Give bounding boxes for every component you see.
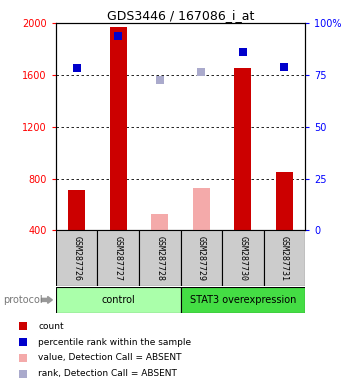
Bar <box>139 230 180 286</box>
Bar <box>97 230 139 286</box>
Bar <box>180 230 222 286</box>
Bar <box>222 230 264 286</box>
Text: GSM287729: GSM287729 <box>197 236 206 281</box>
Bar <box>56 287 180 313</box>
Point <box>157 77 162 83</box>
Text: GSM287726: GSM287726 <box>72 236 81 281</box>
Bar <box>152 214 168 230</box>
Point <box>199 69 204 75</box>
Text: GSM287730: GSM287730 <box>238 236 247 281</box>
Text: control: control <box>101 295 135 305</box>
Text: value, Detection Call = ABSENT: value, Detection Call = ABSENT <box>38 354 182 362</box>
Bar <box>235 68 251 230</box>
Text: percentile rank within the sample: percentile rank within the sample <box>38 338 191 347</box>
Bar <box>180 287 305 313</box>
Title: GDS3446 / 167086_i_at: GDS3446 / 167086_i_at <box>107 9 254 22</box>
Point <box>74 65 80 71</box>
Point <box>282 64 287 70</box>
Point <box>240 48 245 55</box>
Point <box>20 339 26 345</box>
Point <box>20 355 26 361</box>
Point <box>20 323 26 329</box>
Bar <box>56 230 97 286</box>
Text: STAT3 overexpression: STAT3 overexpression <box>190 295 296 305</box>
Text: GSM287731: GSM287731 <box>280 236 289 281</box>
Point <box>20 371 26 377</box>
Text: GSM287727: GSM287727 <box>114 236 123 281</box>
Text: rank, Detection Call = ABSENT: rank, Detection Call = ABSENT <box>38 369 177 378</box>
Bar <box>276 172 293 230</box>
Point <box>116 33 121 39</box>
Bar <box>69 190 85 230</box>
Bar <box>193 188 209 230</box>
Text: GSM287728: GSM287728 <box>155 236 164 281</box>
Bar <box>264 230 305 286</box>
Text: protocol: protocol <box>4 295 43 305</box>
Text: count: count <box>38 322 64 331</box>
Bar <box>110 27 127 230</box>
